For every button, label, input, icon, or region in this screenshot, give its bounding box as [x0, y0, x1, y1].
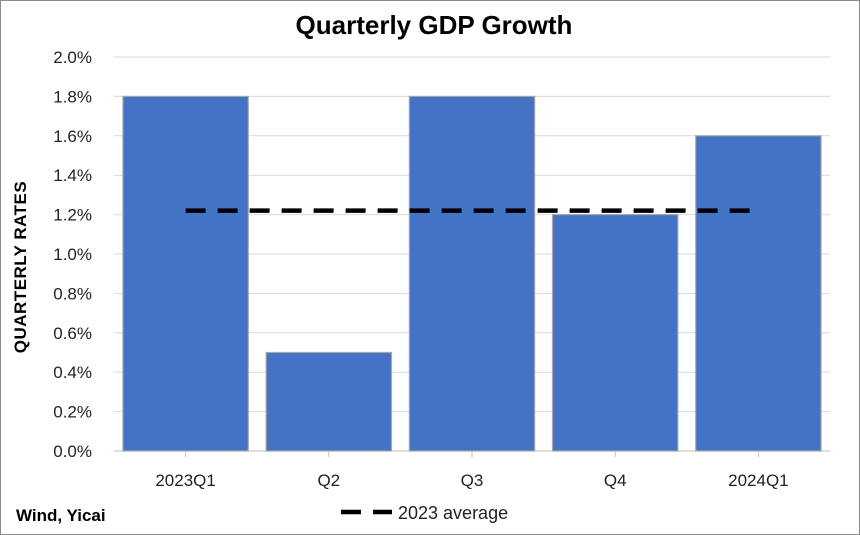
- source-note: Wind, Yicai: [16, 506, 106, 525]
- x-tick-label: Q2: [317, 471, 340, 490]
- legend: 2023 average: [341, 503, 508, 523]
- x-tick-labels: 2023Q1 Q2 Q3 Q4 2024Q1: [155, 471, 788, 490]
- y-tick-label: 1.2%: [53, 206, 92, 225]
- bar: [408, 95, 536, 452]
- y-tick-label: 2.0%: [53, 48, 92, 67]
- legend-label-average: 2023 average: [398, 503, 508, 523]
- y-tick-label: 0.6%: [53, 324, 92, 343]
- y-tick-label: 1.6%: [53, 127, 92, 146]
- bar: [551, 214, 679, 452]
- y-tick-label: 0.2%: [53, 403, 92, 422]
- bars: [122, 95, 822, 457]
- bar: [265, 351, 393, 452]
- y-tick-label: 1.4%: [53, 166, 92, 185]
- y-tick-label: 1.0%: [53, 245, 92, 264]
- bar: [695, 135, 822, 452]
- bar: [122, 95, 249, 452]
- y-tick-label: 0.0%: [53, 442, 92, 461]
- y-tick-label: 0.8%: [53, 284, 92, 303]
- x-tick-label: 2024Q1: [728, 471, 789, 490]
- x-tick-label: Q4: [604, 471, 627, 490]
- x-tick-label: Q3: [461, 471, 484, 490]
- y-tick-label: 0.4%: [53, 363, 92, 382]
- y-tick-labels: 0.0% 0.2% 0.4% 0.6% 0.8% 1.0% 1.2% 1.4% 1.6% 1.8%…: [53, 48, 92, 461]
- chart-title: Quarterly GDP Growth: [296, 10, 573, 40]
- y-tick-label: 1.8%: [53, 87, 92, 106]
- y-axis-label: QUARTERLY RATES: [11, 181, 30, 354]
- x-tick-label: 2023Q1: [155, 471, 216, 490]
